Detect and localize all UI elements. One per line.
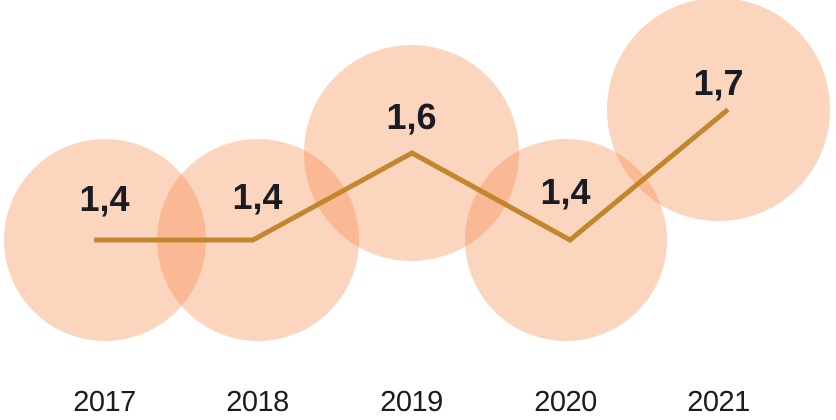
value-label-2021: 1,7 (693, 61, 744, 103)
x-axis-tick-label-2020: 2020 (534, 386, 597, 418)
value-label-2019: 1,6 (386, 96, 437, 137)
trend-line-path (94, 107, 730, 244)
value-label-2020: 1,4 (540, 171, 591, 212)
x-axis-tick-label-2018: 2018 (226, 386, 289, 418)
value-label-2017: 1,4 (79, 178, 130, 219)
x-axis-tick-label-2017: 2017 (73, 386, 136, 418)
bubble-2021 (607, 0, 830, 221)
x-axis-tick-label-2021: 2021 (687, 386, 750, 418)
value-label-2018: 1,4 (232, 176, 283, 217)
x-axis-tick-label-2019: 2019 (380, 386, 443, 418)
